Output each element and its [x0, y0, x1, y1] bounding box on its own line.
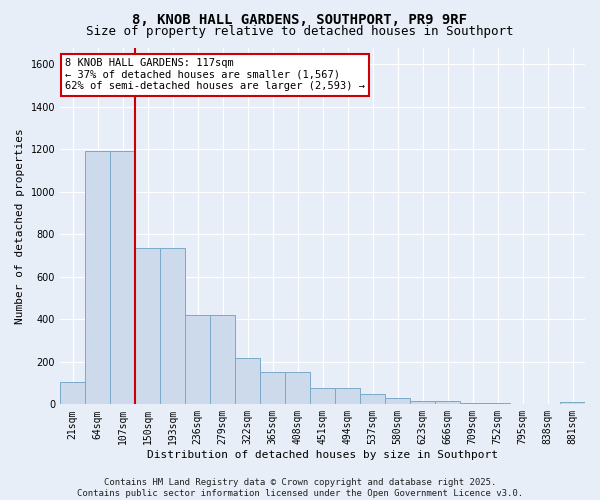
Bar	[85, 151, 110, 405]
Bar	[460, 402, 485, 404]
Text: 8 KNOB HALL GARDENS: 117sqm
← 37% of detached houses are smaller (1,567)
62% of : 8 KNOB HALL GARDENS: 117sqm ← 37% of det…	[65, 58, 365, 92]
Bar	[135, 248, 160, 404]
Bar	[335, 388, 360, 404]
Bar	[260, 372, 285, 404]
Bar	[235, 358, 260, 405]
Bar	[60, 382, 85, 404]
Bar	[560, 402, 585, 404]
X-axis label: Distribution of detached houses by size in Southport: Distribution of detached houses by size …	[147, 450, 498, 460]
Bar	[360, 394, 385, 404]
Bar	[410, 401, 435, 404]
Text: 8, KNOB HALL GARDENS, SOUTHPORT, PR9 9RF: 8, KNOB HALL GARDENS, SOUTHPORT, PR9 9RF	[133, 12, 467, 26]
Bar	[210, 315, 235, 404]
Text: Contains HM Land Registry data © Crown copyright and database right 2025.
Contai: Contains HM Land Registry data © Crown c…	[77, 478, 523, 498]
Bar	[435, 401, 460, 404]
Bar	[310, 388, 335, 404]
Bar	[110, 151, 135, 405]
Bar	[160, 248, 185, 404]
Bar	[285, 372, 310, 404]
Bar	[185, 315, 210, 404]
Y-axis label: Number of detached properties: Number of detached properties	[15, 128, 25, 324]
Bar	[385, 398, 410, 404]
Text: Size of property relative to detached houses in Southport: Size of property relative to detached ho…	[86, 25, 514, 38]
Bar	[485, 402, 510, 404]
